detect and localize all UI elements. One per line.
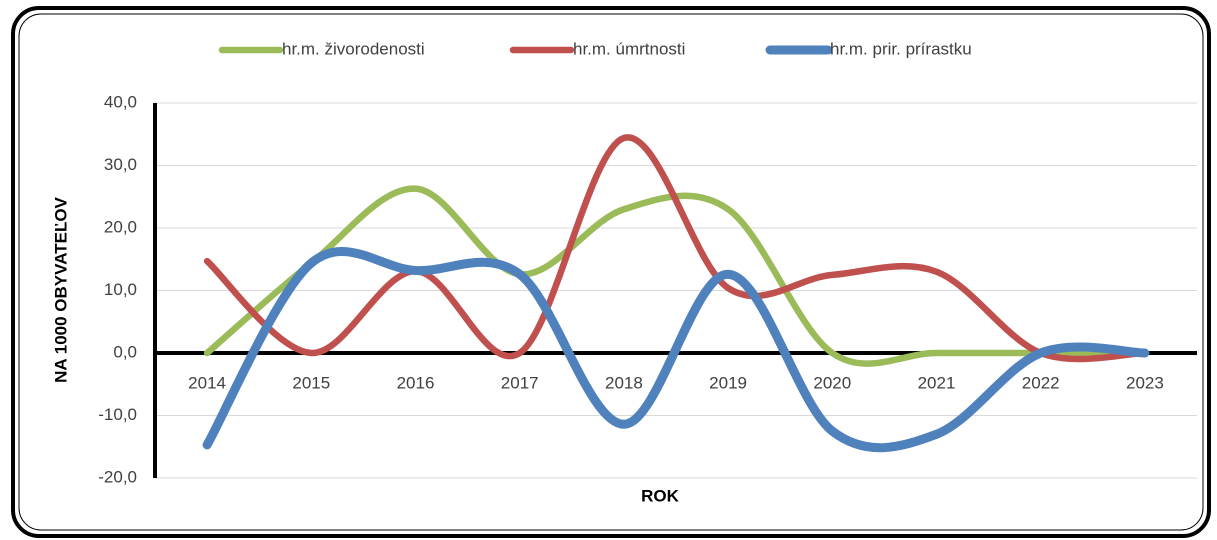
series-line	[203, 134, 1149, 363]
y-tick-label: -10,0	[98, 405, 137, 424]
x-tick-label: 2014	[188, 373, 226, 392]
x-tick-label: 2017	[501, 373, 539, 392]
y-tick-label: 0,0	[113, 342, 137, 361]
chart-frame	[11, 6, 1211, 538]
y-tick-label: 30,0	[104, 155, 137, 174]
y-axis-title: NA 1000 OBYVATEĽOV	[51, 196, 70, 382]
y-tick-label: 20,0	[104, 217, 137, 236]
chart-frame-inner	[18, 13, 1204, 531]
y-tick-label: 10,0	[104, 280, 137, 299]
legend-label: hr.m. prir. prírastku	[830, 39, 972, 58]
y-tick-label: 40,0	[104, 92, 137, 111]
x-tick-label: 2019	[709, 373, 747, 392]
x-tick-label: 2016	[397, 373, 435, 392]
legend-label: hr.m. úmrtnosti	[573, 39, 685, 58]
legend-label: hr.m. živorodenosti	[282, 39, 425, 58]
series-line	[203, 185, 1149, 367]
x-tick-label: 2015	[292, 373, 330, 392]
x-tick-label: 2022	[1022, 373, 1060, 392]
x-tick-label: 2021	[918, 373, 956, 392]
x-tick-label: 2018	[605, 373, 643, 392]
x-tick-label: 2020	[813, 373, 851, 392]
series-line	[202, 247, 1150, 453]
y-tick-label: -20,0	[98, 467, 137, 486]
x-tick-label: 2023	[1126, 373, 1164, 392]
x-axis-title: ROK	[641, 486, 680, 505]
